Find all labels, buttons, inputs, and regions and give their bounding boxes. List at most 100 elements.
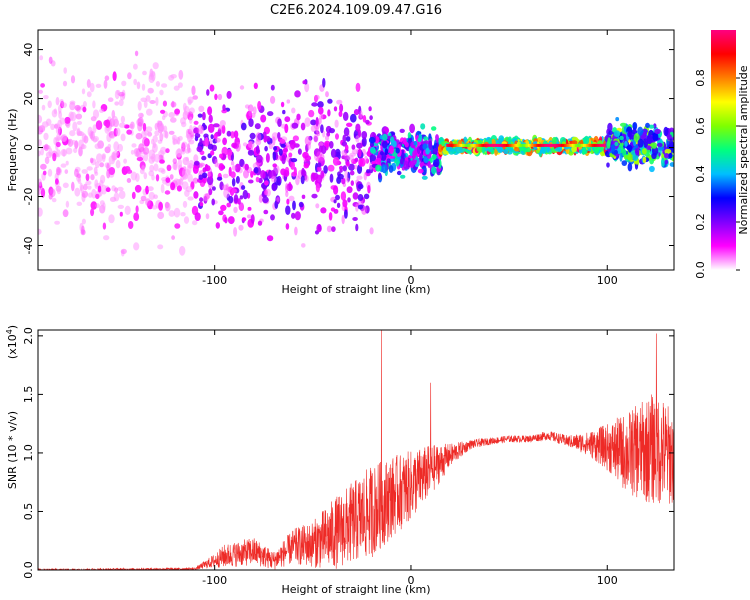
spectrogram-cell <box>145 95 151 102</box>
spectrogram-cell <box>59 99 64 104</box>
spectrogram-cell <box>262 196 269 204</box>
spectrogram-cell <box>340 191 347 201</box>
spectrogram-cell <box>339 103 344 113</box>
spectrogram-cell <box>90 174 95 181</box>
spectrogram-cell <box>102 222 107 230</box>
spectrogram-cell <box>363 172 367 181</box>
spectrogram-band-cell <box>548 143 551 147</box>
spectrogram-cell <box>137 101 142 111</box>
spectrogram-cell <box>65 200 70 208</box>
spectrogram-cell <box>105 119 111 128</box>
spectrogram-cell <box>349 152 356 157</box>
spectrogram-cell <box>335 194 340 201</box>
spectrogram-cell <box>65 147 73 155</box>
spectrogram-cell <box>637 126 644 136</box>
spectrogram-cell <box>118 190 126 199</box>
spectrogram-cell <box>164 190 171 195</box>
spectrogram-cell <box>331 226 336 233</box>
spectrogram-cell <box>159 132 164 142</box>
spectrogram-cell <box>95 83 102 88</box>
spectrogram-cell <box>291 122 299 129</box>
snr-y-ticks: 0.0 0.5 1.0 1.5 2.0 <box>22 327 674 579</box>
x-tick-label: -100 <box>202 274 227 287</box>
spectrogram-band-cell <box>462 143 464 147</box>
spectrogram-band-cell <box>567 143 570 147</box>
spectrogram-cell <box>627 130 632 138</box>
spectrogram-cell <box>222 173 229 179</box>
spectrogram-cell <box>140 113 144 119</box>
spectrogram-band-cell <box>515 143 518 147</box>
spectrogram-cell <box>187 96 194 104</box>
spectrogram-cell <box>614 141 619 147</box>
spectrogram-band-cell <box>526 143 529 147</box>
spectrogram-cell <box>622 148 627 157</box>
spectrogram-band-cell <box>449 143 452 147</box>
spectrogram-cell <box>174 108 181 115</box>
spectrogram-band-cell <box>542 143 545 147</box>
spectrogram-cell <box>525 147 532 153</box>
spectrogram-cell <box>255 145 260 155</box>
spectrogram-cell <box>239 195 244 200</box>
spectrogram-cell <box>626 154 634 161</box>
spectrogram-cell <box>400 158 404 165</box>
spectrogram-cell <box>124 166 131 172</box>
spectrogram-cell <box>153 194 159 199</box>
spectrogram-cell <box>51 109 58 118</box>
spectrogram-cell <box>124 205 131 215</box>
spectrogram-cell <box>95 120 103 130</box>
spectrogram-band-cell <box>509 143 512 147</box>
spectrogram-cell <box>341 177 346 185</box>
spectrogram-cell <box>58 110 62 119</box>
spectrogram-cell <box>60 148 68 157</box>
spectrogram-cell <box>140 97 147 103</box>
spectrogram-cell <box>90 208 95 217</box>
spectrogram-cell <box>375 164 382 172</box>
spectrogram-cell <box>152 62 159 70</box>
spectrogram-cell <box>73 147 78 154</box>
spectrogram-cell <box>431 154 437 161</box>
spectrogram-cell <box>270 95 276 104</box>
spectrogram-cell <box>171 235 176 240</box>
spectrogram-cell <box>127 72 132 80</box>
spectrogram-cell <box>316 151 323 160</box>
spectrogram-cell <box>60 134 68 142</box>
spectrogram-cell <box>226 90 232 99</box>
spectrogram-band-cell <box>529 143 532 147</box>
spectrogram-cell <box>152 143 158 153</box>
spectrogram-cell <box>120 248 127 254</box>
spectrogram-cell <box>311 193 318 199</box>
spectrogram-band-cell <box>466 143 469 147</box>
spectrogram-cell <box>503 148 509 155</box>
spectrogram-cell <box>316 224 322 233</box>
spectrogram-cell <box>176 185 182 192</box>
spectrogram-cell <box>389 145 394 154</box>
spectrogram-cell <box>72 121 78 132</box>
spectrogram-cell <box>159 125 165 133</box>
spectrogram-cell <box>396 170 402 176</box>
spectrogram-cell <box>207 106 213 116</box>
y-tick-label: -40 <box>22 237 35 255</box>
spectrogram-cell <box>198 174 204 180</box>
spectrogram-cell <box>82 106 87 113</box>
spectrogram-cell <box>272 136 276 146</box>
spectrogram-cell <box>273 146 278 151</box>
spectrogram-cell <box>193 120 199 125</box>
spectrogram-cell <box>378 172 382 180</box>
spectrogram-x-label: Height of straight line (km) <box>281 283 430 296</box>
spectrogram-cell <box>178 135 183 141</box>
spectrogram-cell <box>330 148 337 158</box>
spectrogram-cell <box>272 151 277 161</box>
spectrogram-cell <box>260 114 267 123</box>
spectrogram-cell <box>352 217 358 221</box>
snr-series-line <box>38 330 674 570</box>
spectrogram-cell <box>300 122 306 131</box>
spectrogram-cell <box>301 167 305 178</box>
spectrogram-cell <box>180 212 186 217</box>
spectrogram-cell <box>56 188 61 195</box>
spectrogram-cell <box>123 158 127 164</box>
spectrogram-cell <box>201 155 207 161</box>
spectrogram-cell <box>266 235 274 242</box>
spectrogram-cell <box>141 165 146 172</box>
snr-scale-exponent: 4 <box>5 329 14 334</box>
spectrogram-band-cell <box>597 143 600 147</box>
